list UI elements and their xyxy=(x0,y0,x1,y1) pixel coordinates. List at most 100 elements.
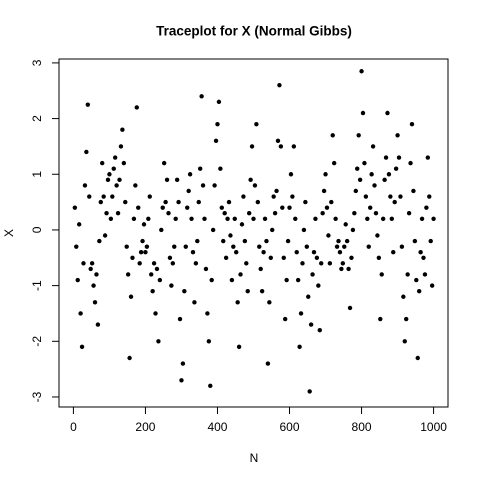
y-tick-label: -1 xyxy=(30,280,44,291)
y-tick-label: 1 xyxy=(30,171,44,178)
point xyxy=(359,69,364,74)
point xyxy=(355,166,360,171)
point xyxy=(402,339,407,344)
point xyxy=(284,277,289,283)
point xyxy=(258,266,263,272)
point xyxy=(333,216,338,222)
point xyxy=(183,244,188,249)
point xyxy=(187,172,193,177)
point xyxy=(272,211,278,216)
point xyxy=(221,238,226,244)
point xyxy=(98,199,103,205)
point xyxy=(396,155,402,160)
point xyxy=(323,172,328,177)
point xyxy=(307,389,312,394)
point xyxy=(137,261,142,266)
point xyxy=(236,344,242,350)
point xyxy=(84,149,89,155)
point xyxy=(226,199,232,205)
point xyxy=(182,288,187,294)
point xyxy=(173,216,178,222)
point xyxy=(271,194,276,199)
point xyxy=(293,216,298,222)
point xyxy=(141,222,147,227)
y-tick-label: 2 xyxy=(30,115,44,122)
point xyxy=(102,233,108,238)
point xyxy=(185,205,190,210)
point xyxy=(125,272,131,277)
y-tick-label: -2 xyxy=(30,336,44,347)
point xyxy=(199,94,204,99)
point xyxy=(248,177,253,183)
point xyxy=(72,205,78,210)
point xyxy=(81,261,86,266)
point xyxy=(192,300,197,305)
point xyxy=(147,194,152,199)
point xyxy=(95,322,101,327)
point xyxy=(334,244,340,249)
point xyxy=(431,216,436,222)
point xyxy=(311,250,317,255)
point xyxy=(91,283,96,288)
point xyxy=(215,121,220,127)
point xyxy=(346,266,351,272)
point xyxy=(203,266,209,272)
point xyxy=(117,177,122,183)
point xyxy=(389,216,395,222)
point xyxy=(138,250,144,255)
point xyxy=(274,188,279,194)
point xyxy=(331,160,337,166)
point xyxy=(342,244,347,249)
point xyxy=(365,216,370,222)
point xyxy=(223,255,229,260)
point xyxy=(368,205,373,210)
point xyxy=(408,160,413,166)
point xyxy=(349,255,354,260)
point xyxy=(416,288,422,294)
point xyxy=(130,255,135,260)
point xyxy=(281,255,286,260)
point xyxy=(422,272,428,277)
x-tick-label: 0 xyxy=(70,420,77,434)
point xyxy=(161,160,167,166)
point xyxy=(179,378,184,383)
point xyxy=(290,194,295,199)
point xyxy=(209,277,214,283)
point xyxy=(415,355,420,361)
point xyxy=(241,194,246,199)
point xyxy=(336,238,341,244)
point xyxy=(82,183,88,188)
point xyxy=(350,227,356,233)
point xyxy=(235,300,240,305)
x-tick-label: 1000 xyxy=(420,420,447,434)
point xyxy=(259,288,265,294)
point xyxy=(104,211,109,216)
point xyxy=(398,194,403,199)
point xyxy=(405,272,410,277)
point xyxy=(399,244,405,249)
point xyxy=(288,172,294,177)
point xyxy=(380,216,386,222)
point xyxy=(114,183,119,188)
point xyxy=(352,211,357,216)
point xyxy=(268,255,273,260)
point xyxy=(163,199,168,205)
point xyxy=(414,277,419,283)
point xyxy=(343,222,348,227)
point xyxy=(412,238,418,244)
y-tick-label: -3 xyxy=(30,391,44,402)
point xyxy=(324,205,330,210)
point xyxy=(308,322,314,327)
point xyxy=(357,177,363,183)
point xyxy=(120,127,125,132)
point xyxy=(154,266,160,272)
point xyxy=(216,99,222,105)
point xyxy=(208,383,213,389)
point xyxy=(340,261,346,266)
point xyxy=(144,244,150,249)
point xyxy=(205,311,210,316)
point xyxy=(170,261,176,266)
point xyxy=(244,261,249,266)
point xyxy=(278,144,284,149)
point xyxy=(373,211,379,216)
